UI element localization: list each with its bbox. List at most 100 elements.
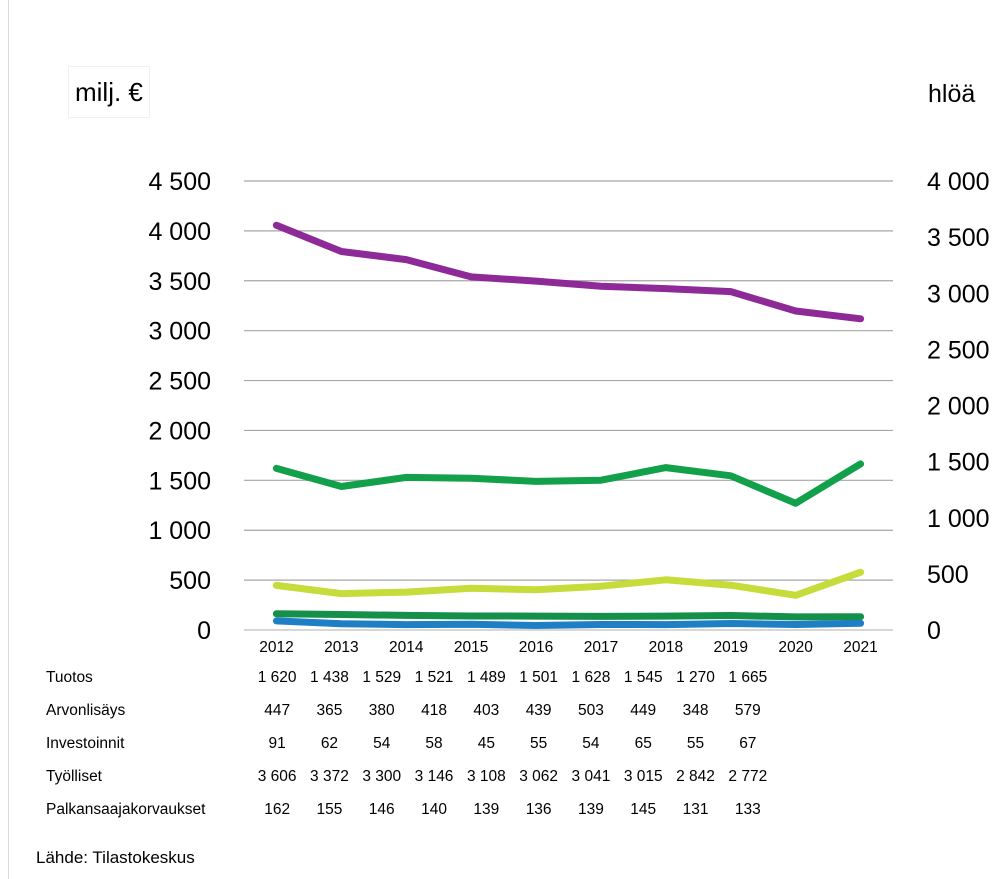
table-row: Tuotos 1 620 1 438 1 529 1 521 1 489 1 501 1 62… xyxy=(40,661,774,694)
table-cell: 145 xyxy=(630,800,657,818)
table-cell: 140 xyxy=(421,800,447,818)
table-cell: 1 270 xyxy=(676,668,715,686)
table-cell: 91 xyxy=(268,734,286,752)
table-cell: 162 xyxy=(264,800,291,818)
right-tick-label: 3 500 xyxy=(927,224,990,252)
x-tick-label: 2017 xyxy=(584,639,618,656)
table-cell: 365 xyxy=(316,701,343,719)
table-cell: 579 xyxy=(734,701,761,719)
table-cell: 54 xyxy=(582,734,600,752)
right-tick-label: 1 000 xyxy=(927,505,990,533)
series-line-tuotos xyxy=(272,460,865,507)
table-cell: 2 772 xyxy=(728,767,768,785)
table-cell: 139 xyxy=(473,800,500,818)
series-lines xyxy=(272,221,865,629)
table-cell: 67 xyxy=(739,734,757,752)
left-tick-label: 500 xyxy=(169,567,211,595)
left-tick-label: 0 xyxy=(197,617,211,645)
left-tick-label: 1 000 xyxy=(148,517,211,545)
table-row: Työlliset 3 606 3 372 3 300 3 146 3 108 3 062 3… xyxy=(40,760,774,793)
table-cell: 133 xyxy=(734,800,761,818)
table-cell: 503 xyxy=(577,701,604,719)
table-cell: 418 xyxy=(421,701,447,719)
left-tick-label: 3 000 xyxy=(148,318,211,346)
row-label: Työlliset xyxy=(46,767,102,785)
table-cell: 1 545 xyxy=(623,668,663,686)
left-tick-label: 4 000 xyxy=(148,218,211,246)
x-tick-label: 2019 xyxy=(714,639,748,656)
table-cell: 139 xyxy=(577,800,604,818)
left-tick-label: 2 500 xyxy=(148,368,211,396)
table-cell: 403 xyxy=(473,701,500,719)
table-cell: 3 372 xyxy=(310,767,349,785)
right-axis-unit: hlöä xyxy=(928,80,976,108)
table-cell: 447 xyxy=(264,701,291,719)
table-cell: 55 xyxy=(530,734,548,752)
x-tick-label: 2016 xyxy=(519,639,553,656)
table-cell: 54 xyxy=(373,734,391,752)
row-label: Tuotos xyxy=(46,668,93,686)
table-cell: 449 xyxy=(630,701,657,719)
table-cell: 1 529 xyxy=(362,668,402,686)
table-cell: 1 628 xyxy=(571,668,611,686)
right-tick-label: 500 xyxy=(927,561,969,589)
table-cell: 58 xyxy=(425,734,443,752)
table-row: Palkansaajakorvaukset 162 155 146 140 139 136 1… xyxy=(40,793,774,826)
left-tick-label: 3 500 xyxy=(148,268,211,296)
table-cell: 131 xyxy=(682,800,709,818)
gridlines xyxy=(244,180,893,631)
table-cell: 136 xyxy=(525,800,552,818)
series-line-arvonlisäys xyxy=(272,568,865,599)
series-line-investoinnit xyxy=(272,617,865,629)
right-tick-label: 3 000 xyxy=(927,280,990,308)
right-tick-label: 2 000 xyxy=(927,393,990,421)
right-tick-label: 1 500 xyxy=(927,449,990,477)
table-cell: 45 xyxy=(477,734,495,752)
table-cell: 1 665 xyxy=(728,668,768,686)
right-tick-label: 2 500 xyxy=(927,336,990,364)
table-cell: 3 062 xyxy=(519,767,559,785)
left-tick-label: 1 500 xyxy=(148,467,211,495)
table-cell: 55 xyxy=(686,734,705,752)
table-cell: 155 xyxy=(316,800,343,818)
table-row: Arvonlisäys 447 365 380 418 403 439 503 449 348 57… xyxy=(40,694,774,727)
left-tick-label: 2 000 xyxy=(148,417,211,445)
data-table: Tuotos 1 620 1 438 1 529 1 521 1 489 1 501 1 62… xyxy=(40,661,774,826)
x-tick-label: 2020 xyxy=(778,639,813,656)
table-cell: 3 146 xyxy=(414,767,454,785)
table-cell: 1 438 xyxy=(310,668,349,686)
table-cell: 62 xyxy=(320,734,339,752)
table-cell: 3 015 xyxy=(623,767,663,785)
table-cell: 3 108 xyxy=(466,767,506,785)
series-line-palkansaajakorvaukset xyxy=(272,610,865,621)
table-row: Investoinnit 91 62 54 58 45 55 54 65 55 67 xyxy=(40,727,774,760)
right-axis-ticks: 0 500 1 000 1 500 2 000 2 500 3 000 3 500 4 000 xyxy=(927,168,990,645)
x-tick-label: 2018 xyxy=(649,639,683,656)
right-tick-label: 0 xyxy=(927,617,941,645)
row-label: Palkansaajakorvaukset xyxy=(46,800,206,818)
table-cell: 3 300 xyxy=(362,767,402,785)
left-border xyxy=(8,0,9,879)
x-axis-ticks: 2012 2013 2014 2015 2016 2017 2018 2019 2020 2021 xyxy=(259,639,878,656)
table-cell: 1 501 xyxy=(519,668,559,686)
left-axis-unit: milj. € xyxy=(68,66,150,118)
left-tick-label: 4 500 xyxy=(148,168,211,196)
table-cell: 65 xyxy=(634,734,652,752)
table-cell: 1 489 xyxy=(466,668,506,686)
x-tick-label: 2012 xyxy=(259,639,293,656)
series-line-työlliset xyxy=(272,221,865,323)
x-tick-label: 2021 xyxy=(843,639,877,656)
right-tick-label: 4 000 xyxy=(927,168,990,196)
table-cell: 380 xyxy=(368,701,395,719)
source-note: Lähde: Tilastokeskus xyxy=(36,848,195,867)
x-tick-label: 2013 xyxy=(324,639,358,656)
table-cell: 348 xyxy=(682,701,709,719)
row-label: Arvonlisäys xyxy=(46,701,126,719)
x-tick-label: 2014 xyxy=(389,639,424,656)
left-axis-ticks: 0 500 1 000 1 500 2 000 2 500 3 000 3 500 4 000 4… xyxy=(148,168,211,645)
table-cell: 3 041 xyxy=(571,767,611,785)
table-cell: 439 xyxy=(525,701,552,719)
table-cell: 1 620 xyxy=(257,668,297,686)
table-cell: 3 606 xyxy=(257,767,297,785)
